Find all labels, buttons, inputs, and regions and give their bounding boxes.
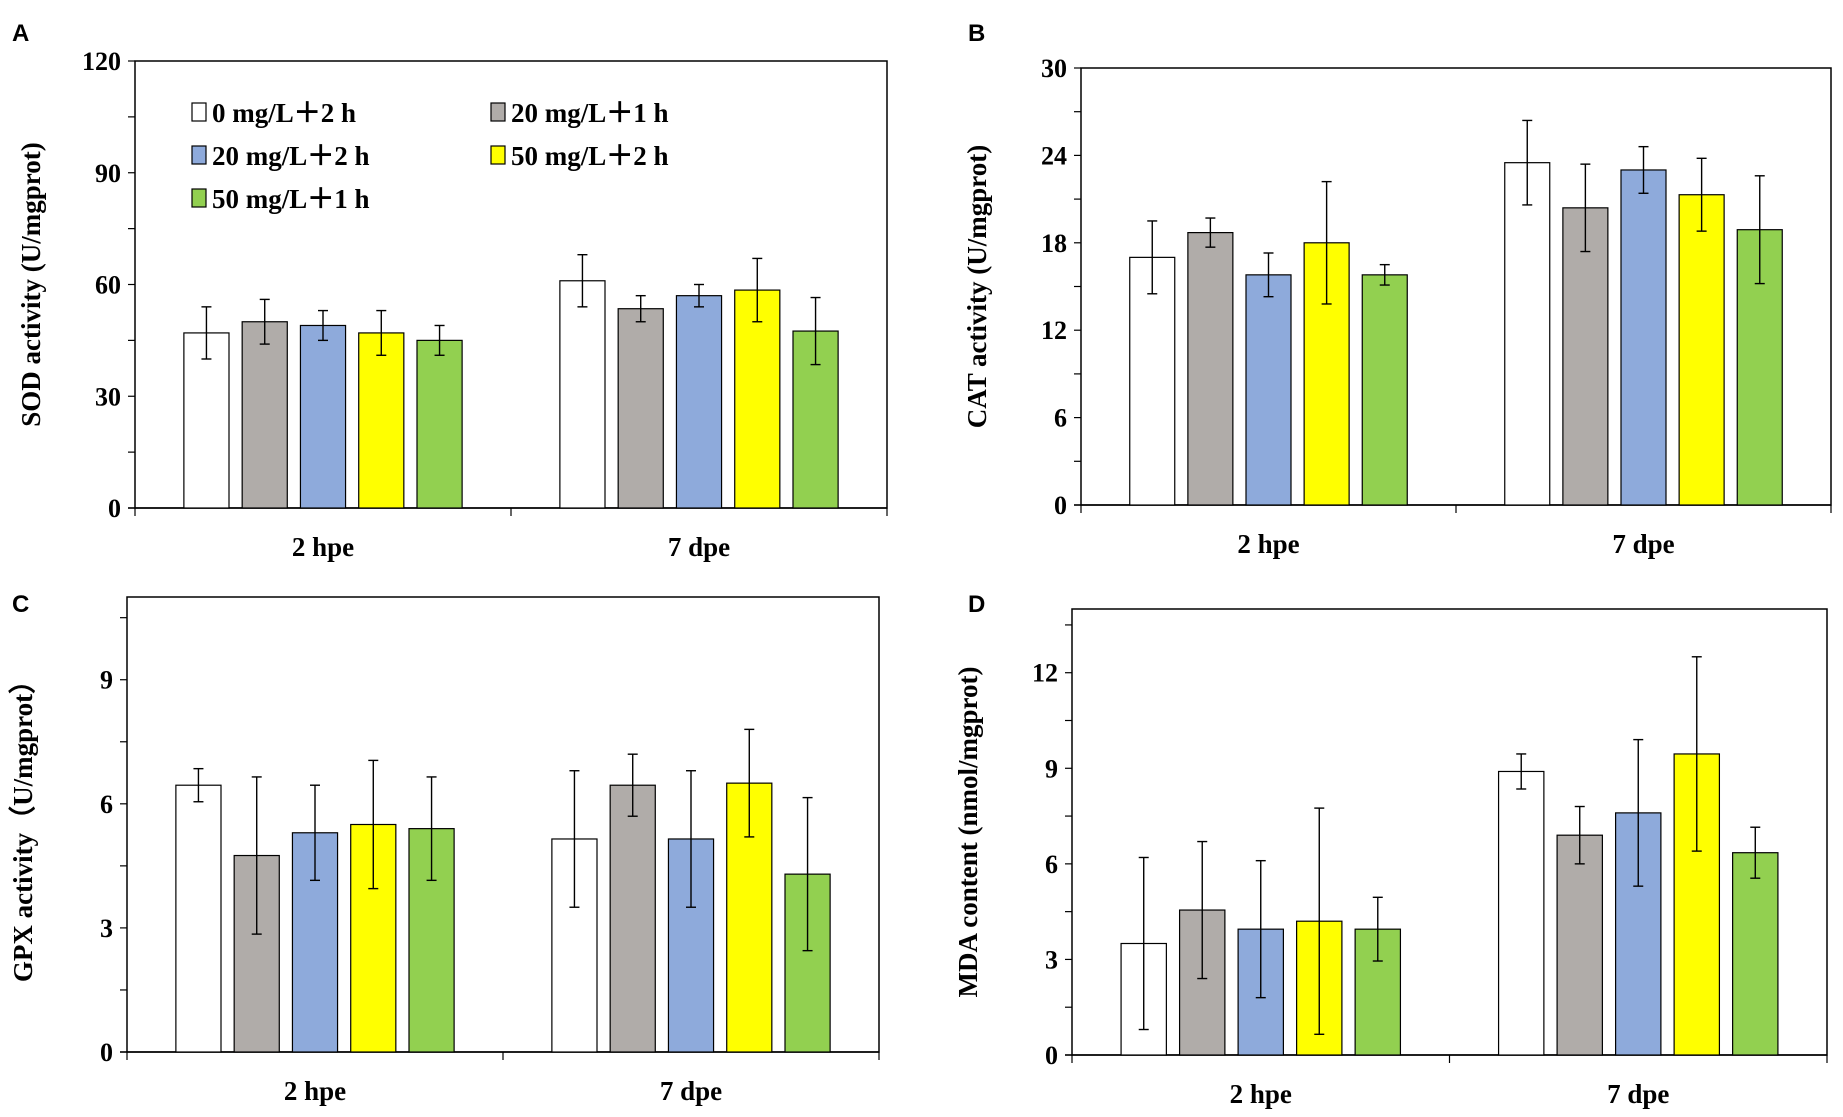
x-tick-label: 2 hpe <box>1230 1079 1292 1109</box>
y-tick-label: 0 <box>108 494 121 523</box>
panel-label: B <box>968 20 985 47</box>
y-tick-label: 30 <box>95 382 121 411</box>
panel-B: B 0 6 12 18 24 30 CAT activity (U/mgprot) 2 hpe 7… <box>962 20 1832 559</box>
y-tick-label: 12 <box>1041 316 1067 345</box>
panel-D: D 0 3 6 9 12 MDA content (nmol/mgprot) 2 hpe 7 d… <box>953 591 1828 1109</box>
legend-item: 20 mg/L＋1 h <box>490 98 669 128</box>
y-tick-label: 0 <box>1045 1041 1058 1070</box>
bar <box>241 321 288 509</box>
panel-label: C <box>12 591 29 618</box>
y-tick-label: 90 <box>95 159 121 188</box>
y-tick-label: 0 <box>100 1038 113 1067</box>
panel-C: C 0 3 6 9 GPX activity（U/mgprot） 2 hpe 7 dpe <box>8 591 880 1106</box>
legend-item: 0 mg/L＋2 h <box>191 98 356 128</box>
legend-label: 20 mg/L＋1 h <box>511 98 669 128</box>
panel-label: A <box>12 20 29 47</box>
x-tick-label: 2 hpe <box>284 1076 346 1106</box>
legend-label: 20 mg/L＋2 h <box>212 141 370 171</box>
y-tick-label: 3 <box>1045 945 1058 974</box>
bar <box>1678 194 1725 506</box>
x-tick-label: 7 dpe <box>668 532 730 562</box>
legend-label: 50 mg/L＋1 h <box>212 184 370 214</box>
y-tick-label: 120 <box>82 47 121 76</box>
y-tick-label: 24 <box>1041 141 1067 170</box>
bar <box>183 332 230 509</box>
y-axis-label: MDA content (nmol/mgprot) <box>953 667 983 998</box>
y-tick-label: 3 <box>100 914 113 943</box>
y-tick-label: 12 <box>1032 659 1058 688</box>
bar <box>675 295 723 509</box>
legend-swatch <box>191 102 207 122</box>
y-tick-label: 30 <box>1041 54 1067 83</box>
bar <box>1187 232 1234 506</box>
bar <box>408 828 455 1053</box>
legend-swatch <box>490 145 506 165</box>
y-tick-label: 18 <box>1041 229 1067 258</box>
bar <box>416 339 463 509</box>
x-tick-label: 7 dpe <box>1612 529 1674 559</box>
y-tick-label: 6 <box>100 790 113 819</box>
legend: 0 mg/L＋2 h 20 mg/L＋1 h 20 mg/L＋2 h 50 mg/L＋… <box>191 98 669 214</box>
legend-label: 50 mg/L＋2 h <box>511 141 669 171</box>
bar <box>1361 274 1408 506</box>
bar <box>734 289 781 509</box>
legend-item: 50 mg/L＋1 h <box>191 184 370 214</box>
y-tick-label: 9 <box>100 666 113 695</box>
bar <box>1245 274 1292 506</box>
bar <box>559 280 606 509</box>
y-axis-label: CAT activity (U/mgprot) <box>962 145 992 428</box>
x-tick-label: 7 dpe <box>1607 1079 1669 1109</box>
y-tick-label: 0 <box>1054 491 1067 520</box>
bar <box>1620 169 1667 506</box>
bar <box>358 332 405 509</box>
bar <box>1556 834 1603 1056</box>
y-tick-label: 9 <box>1045 754 1058 783</box>
bar <box>1497 770 1545 1056</box>
legend-item: 20 mg/L＋2 h <box>191 141 370 171</box>
legend-swatch <box>490 102 506 122</box>
bar <box>1732 852 1779 1056</box>
bar <box>1504 162 1551 506</box>
bar <box>1562 207 1609 506</box>
x-tick-label: 2 hpe <box>292 532 354 562</box>
legend-item: 50 mg/L＋2 h <box>490 141 669 171</box>
y-tick-label: 60 <box>95 271 121 300</box>
legend-swatch <box>191 145 207 165</box>
legend-swatch <box>191 188 207 208</box>
bar <box>1129 256 1176 506</box>
x-tick-label: 2 hpe <box>1237 529 1299 559</box>
x-tick-label: 7 dpe <box>660 1076 722 1106</box>
legend-label: 0 mg/L＋2 h <box>212 98 356 128</box>
bar <box>299 324 347 509</box>
y-axis-label: GPX activity（U/mgprot） <box>8 667 38 982</box>
bar <box>617 308 664 509</box>
panel-A: A 0 30 60 90 120 SOD activity (U/mgprot) 2 hpe 7… <box>12 20 888 562</box>
bar <box>609 784 656 1053</box>
y-axis-label: SOD activity (U/mgprot) <box>16 142 46 426</box>
y-tick-label: 6 <box>1045 850 1058 879</box>
bar <box>175 784 222 1053</box>
y-tick-label: 6 <box>1054 404 1067 433</box>
panel-label: D <box>968 591 985 618</box>
